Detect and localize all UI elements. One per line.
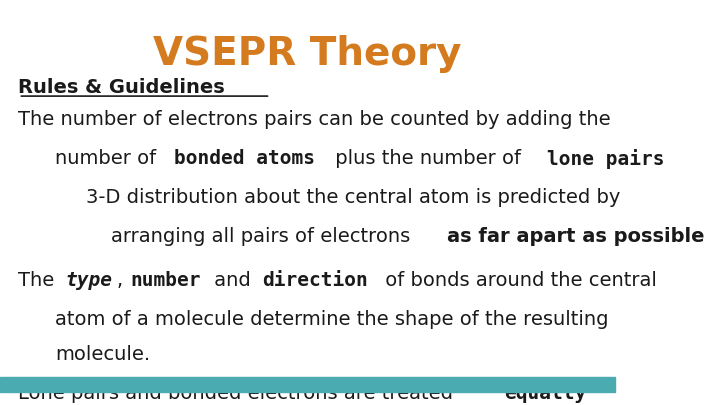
- Text: VSEPR Theory: VSEPR Theory: [153, 35, 462, 73]
- Text: Lone pairs and bonded electrons are treated: Lone pairs and bonded electrons are trea…: [19, 384, 459, 403]
- FancyBboxPatch shape: [0, 377, 615, 392]
- Text: arranging all pairs of electrons: arranging all pairs of electrons: [111, 228, 416, 247]
- Text: number of: number of: [55, 149, 163, 168]
- Text: as far apart as possible: as far apart as possible: [447, 228, 705, 247]
- Text: and: and: [208, 271, 257, 290]
- Text: type: type: [66, 271, 112, 290]
- Text: molecule.: molecule.: [55, 345, 150, 364]
- Text: number: number: [130, 271, 201, 290]
- Text: Rules & Guidelines: Rules & Guidelines: [19, 79, 225, 98]
- Text: equally: equally: [505, 384, 587, 403]
- Text: atom of a molecule determine the shape of the resulting: atom of a molecule determine the shape o…: [55, 310, 609, 329]
- Text: The: The: [19, 271, 61, 290]
- Text: ,: ,: [117, 271, 130, 290]
- Text: bonded atoms: bonded atoms: [174, 149, 315, 168]
- Text: direction: direction: [262, 271, 368, 290]
- Text: of bonds around the central: of bonds around the central: [379, 271, 657, 290]
- Text: The number of electrons pairs can be counted by adding the: The number of electrons pairs can be cou…: [19, 110, 611, 129]
- Text: plus the number of: plus the number of: [329, 149, 527, 168]
- Text: lone pairs: lone pairs: [547, 149, 665, 169]
- Text: 3-D distribution about the central atom is predicted by: 3-D distribution about the central atom …: [86, 188, 621, 207]
